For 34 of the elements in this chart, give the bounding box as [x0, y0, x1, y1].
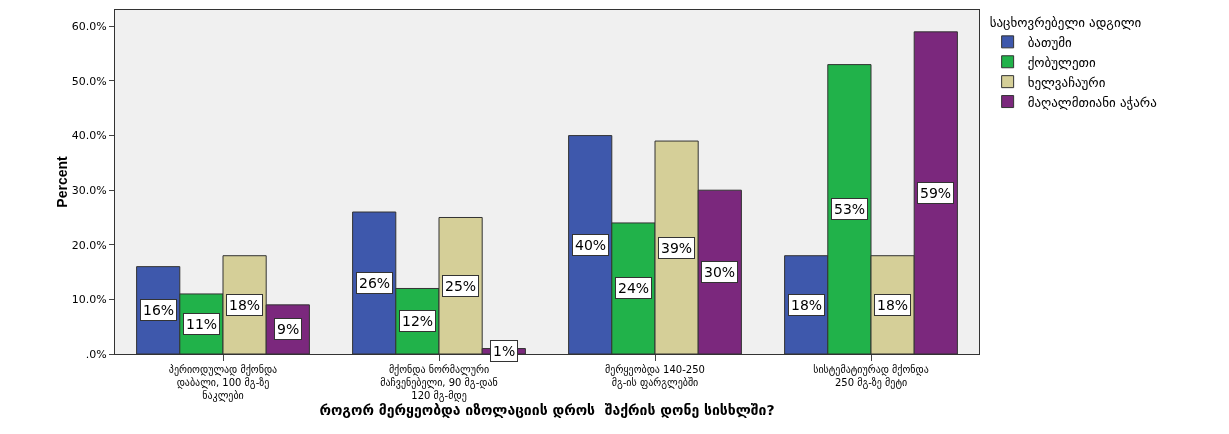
x-tick-label: მერყეობდა 140-250 მგ-ის ფარგლებში	[605, 364, 705, 389]
y-tick-label: .0%	[85, 347, 107, 361]
y-tick-label: 60.0%	[71, 20, 107, 34]
x-tick-label: პერიოდულად მქონდა დაბალი, 100 მგ-ზე ნაკლები	[168, 364, 278, 402]
data-label: 18%	[877, 297, 909, 313]
y-tick-label: 30.0%	[71, 184, 107, 198]
data-label: 16%	[143, 302, 175, 318]
y-tick-label: 10.0%	[71, 293, 107, 307]
data-label: 18%	[229, 297, 261, 313]
data-label: 12%	[402, 313, 434, 329]
legend-label: ქობულეთი	[1027, 54, 1096, 70]
data-label: 9%	[277, 321, 300, 337]
data-label: 18%	[791, 297, 823, 313]
legend-label: მაღალმთიანი აჭარა	[1027, 94, 1157, 110]
y-tick-label: 40.0%	[71, 129, 107, 143]
data-label: 40%	[575, 237, 607, 253]
legend-title: საცხოვრებელი ადგილი	[989, 14, 1142, 30]
data-label: 1%	[493, 343, 516, 359]
y-axis-title: Percent	[53, 155, 70, 208]
y-tick-label: 50.0%	[71, 74, 107, 88]
data-label: 11%	[186, 316, 218, 332]
x-tick-label: მქონდა ნორმალური მაჩვენებელი, 90 მგ-დან 120 მგ-მდე	[380, 364, 498, 402]
data-label: 53%	[834, 201, 866, 217]
x-axis-title: როგორ მერყეობდა იზოლაციის დროს შაქრის დონე სისხლში?	[319, 402, 775, 419]
y-tick-label: 20.0%	[71, 238, 107, 252]
data-label: 39%	[661, 240, 693, 256]
legend-label: ხელვაჩაური	[1027, 74, 1106, 90]
legend-label: ბათუმი	[1027, 34, 1072, 50]
data-label: 59%	[920, 185, 952, 201]
data-label: 26%	[359, 275, 391, 291]
data-label: 25%	[445, 278, 477, 294]
x-tick-label: სისტემატიურად მქონდა 250 მგ-ზე მეტი	[813, 364, 929, 389]
data-label: 30%	[704, 264, 736, 280]
data-label: 24%	[618, 280, 650, 296]
